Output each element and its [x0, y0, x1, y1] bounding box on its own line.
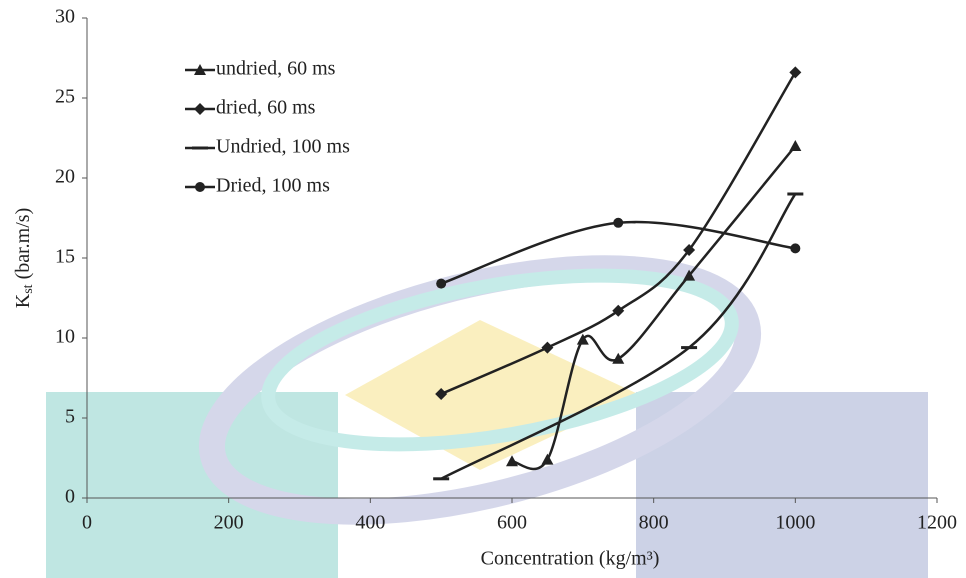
x-tick-label: 800 [639, 512, 669, 534]
x-tick-label: 1200 [917, 512, 957, 534]
y-axis-title-unit: (bar.m/s) [12, 208, 34, 285]
y-axis-title: Kst (bar.m/s) [12, 208, 37, 308]
y-axis-title-sub: st [21, 284, 36, 293]
marker-circle [790, 243, 800, 253]
y-axis-title-main: K [12, 293, 34, 308]
marker-circle [613, 218, 623, 228]
x-tick-label: 1000 [775, 512, 815, 534]
x-tick-label: 200 [214, 512, 244, 534]
y-tick-label: 0 [65, 486, 75, 508]
marker-dash [787, 193, 803, 196]
chart: Concentration (kg/m³) Kst (bar.m/s) 0 5 10… [0, 0, 966, 578]
marker-dash [433, 477, 449, 480]
x-tick-label: 600 [497, 512, 527, 534]
legend-label: Undried, 100 ms [216, 136, 350, 158]
y-tick-label: 10 [55, 326, 75, 348]
y-tick-label: 25 [55, 86, 75, 108]
x-axis-title: Concentration (kg/m³) [481, 548, 660, 570]
legend-label: undried, 60 ms [216, 58, 336, 80]
y-tick-label: 5 [65, 406, 75, 428]
y-tick-label: 15 [55, 246, 75, 268]
marker-dash [192, 147, 208, 150]
legend-label: dried, 60 ms [216, 97, 316, 119]
marker-triangle [541, 454, 553, 465]
marker-circle [195, 182, 205, 192]
marker-dash [681, 346, 697, 349]
marker-circle [436, 279, 446, 289]
x-tick-label: 400 [355, 512, 385, 534]
x-tick-label: 0 [82, 512, 92, 534]
y-tick-label: 30 [55, 6, 75, 28]
legend-label: Dried, 100 ms [216, 175, 330, 197]
marker-diamond [789, 66, 801, 78]
marker-diamond [194, 103, 206, 115]
marker-triangle [789, 140, 801, 151]
y-tick-label: 20 [55, 166, 75, 188]
